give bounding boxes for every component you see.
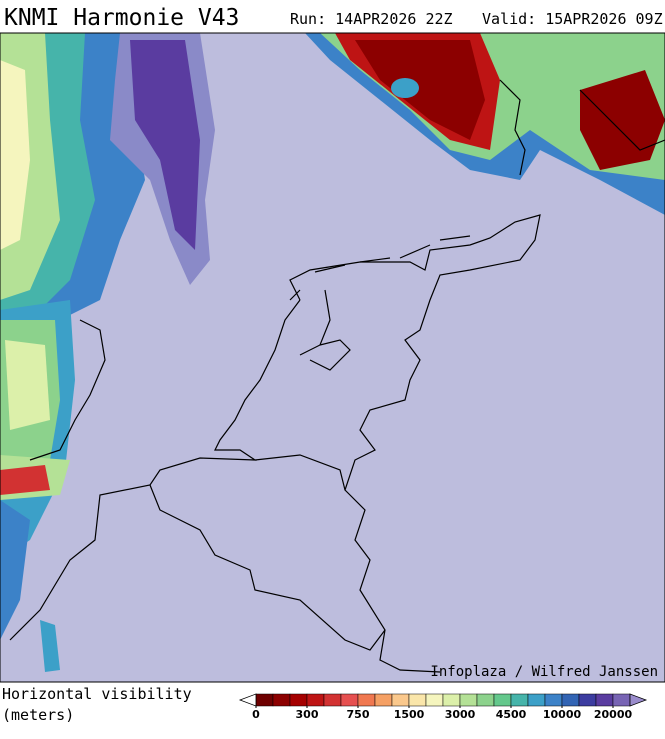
legend-unit: (meters) — [2, 706, 74, 724]
coastline — [499, 79, 665, 176]
border — [149, 484, 386, 651]
map: Infoplaza / Wilfred Janssen — [0, 33, 665, 682]
colorbar-swatch — [442, 693, 461, 707]
colorbar-tick-label: 750 — [347, 708, 370, 721]
colorbar-swatch — [561, 693, 580, 707]
colorbar-swatch — [255, 693, 274, 707]
colorbar-swatch — [544, 693, 563, 707]
field — [40, 620, 60, 672]
colorbar-swatch — [612, 693, 631, 707]
border — [254, 454, 346, 491]
colorbar-swatch — [459, 693, 478, 707]
colorbar-tick-label: 20000 — [594, 708, 633, 721]
colorbar-swatch — [272, 693, 291, 707]
run-time: Run: 14APR2026 22Z — [290, 10, 453, 28]
colorbar-swatch — [578, 693, 597, 707]
colorbar-swatch — [289, 693, 308, 707]
colorbar-tick-label: 10000 — [543, 708, 582, 721]
credit: Infoplaza / Wilfred Janssen — [430, 664, 658, 680]
islands — [289, 235, 471, 301]
colorbar-swatch — [357, 693, 376, 707]
colorbar-tick-label: 3000 — [445, 708, 476, 721]
colorbar-swatch — [323, 693, 342, 707]
colorbar-arrow-low — [238, 693, 257, 707]
colorbar-swatch — [408, 693, 427, 707]
colorbar-arrow-high — [629, 693, 648, 707]
colorbar-swatch — [340, 693, 359, 707]
field — [391, 78, 419, 98]
colorbar-swatch — [476, 693, 495, 707]
coastline — [289, 214, 541, 673]
field — [0, 500, 30, 640]
colorbar-swatch — [527, 693, 546, 707]
colorbar-tick-label: 4500 — [496, 708, 527, 721]
colorbar-swatch — [425, 693, 444, 707]
legend-title: Horizontal visibility — [2, 685, 192, 703]
colorbar-swatch — [306, 693, 325, 707]
colorbar-swatch — [595, 693, 614, 707]
valid-time: Valid: 15APR2026 09Z — [482, 10, 663, 28]
colorbar-tick-label: 0 — [252, 708, 260, 721]
coastline — [299, 289, 351, 371]
colorbar-swatch — [374, 693, 393, 707]
colorbar: 0 300 750 1500 3000 4500 10000 20000 — [238, 693, 648, 721]
field — [355, 40, 485, 140]
field — [0, 60, 30, 250]
colorbar-tick-label: 1500 — [394, 708, 425, 721]
title: KNMI Harmonie V43 — [4, 5, 239, 31]
field — [580, 70, 665, 170]
field — [130, 40, 200, 250]
coastline — [9, 299, 301, 641]
colorbar-swatch — [493, 693, 512, 707]
coastline — [29, 319, 106, 461]
field — [5, 340, 50, 430]
map-frame — [0, 32, 665, 683]
colorbar-swatch — [510, 693, 529, 707]
colorbar-swatch — [391, 693, 410, 707]
field — [0, 465, 50, 495]
colorbar-tick-label: 300 — [296, 708, 319, 721]
